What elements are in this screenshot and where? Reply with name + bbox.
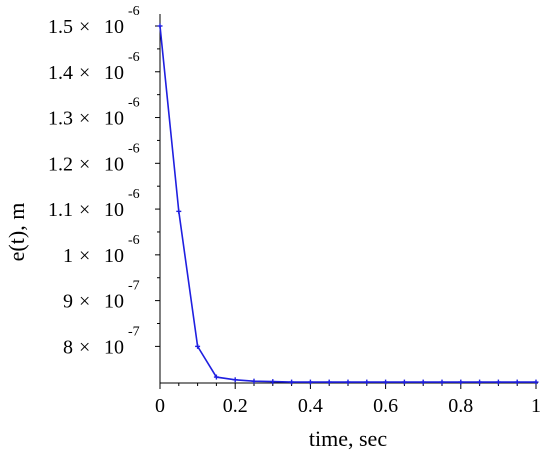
y-tick-times: × [79, 199, 90, 221]
data-point [213, 374, 219, 380]
y-tick-base: 10 [104, 245, 124, 267]
x-tick-label: 0.4 [298, 395, 323, 417]
data-point [195, 343, 201, 349]
y-tick-exponent: -6 [128, 4, 140, 19]
data-point [364, 379, 370, 385]
y-tick-mantissa: 1.3 [48, 108, 73, 130]
y-tick-times: × [79, 153, 90, 175]
x-tick-label: 0.8 [448, 395, 473, 417]
y-tick-base: 10 [104, 16, 124, 38]
y-tick-mantissa: 1.5 [48, 16, 73, 38]
y-tick-times: × [79, 62, 90, 84]
series-line [159, 25, 536, 383]
y-tick-base: 10 [104, 336, 124, 358]
y-tick-times: × [79, 245, 90, 267]
y-tick-label: 1.1 × 10 -6 [48, 187, 140, 221]
y-tick-label: 8 × 10 -7 [63, 324, 140, 358]
y-tick-mantissa: 1.4 [48, 62, 73, 84]
data-point [251, 378, 257, 384]
y-tick-base: 10 [104, 108, 124, 130]
data-point [289, 379, 295, 385]
x-tick-label: 0 [155, 395, 165, 417]
y-tick-times: × [79, 16, 90, 38]
y-tick-exponent: -6 [128, 233, 140, 248]
x-tick-label: 0.6 [373, 395, 398, 417]
y-tick-base: 10 [104, 62, 124, 84]
data-point [458, 379, 464, 385]
x-tick-label: 0.2 [223, 395, 248, 417]
y-tick-base: 10 [104, 153, 124, 175]
y-tick-mantissa: 8 [63, 336, 73, 358]
data-point [345, 379, 351, 385]
data-point [439, 379, 445, 385]
x-axis-label: time, sec [309, 426, 387, 451]
y-tick-times: × [79, 291, 90, 313]
y-tick-label: 1.5 × 10 -6 [48, 4, 140, 38]
y-tick-times: × [79, 108, 90, 130]
series-layer [157, 23, 539, 385]
y-axis-label: e(t), m [4, 203, 29, 262]
y-tick-exponent: -6 [128, 50, 140, 65]
y-tick-exponent: -6 [128, 141, 140, 156]
y-tick-mantissa: 1.2 [48, 153, 73, 175]
data-point [307, 379, 313, 385]
y-tick-label: 1.2 × 10 -6 [48, 141, 140, 175]
y-tick-label: 1.4 × 10 -6 [48, 50, 140, 84]
data-point [176, 208, 182, 214]
y-tick-base: 10 [104, 291, 124, 313]
y-tick-exponent: -6 [128, 187, 140, 202]
y-tick-exponent: -7 [128, 324, 140, 339]
data-point [270, 379, 276, 385]
y-tick-label: 1.3 × 10 -6 [48, 96, 140, 130]
data-point [157, 23, 163, 29]
data-point [401, 379, 407, 385]
y-tick-label: 1 × 10 -6 [63, 233, 140, 267]
y-tick-times: × [79, 336, 90, 358]
data-point [326, 379, 332, 385]
labels: 0 0.2 0.4 0.6 0.8 11.5 × 10-61.4 × 10-61.3 × 10-61.… [48, 4, 541, 417]
x-tick-label: 1 [531, 395, 541, 417]
data-point [533, 379, 539, 385]
data-point [514, 379, 520, 385]
data-point [420, 379, 426, 385]
y-tick-mantissa: 1 [63, 245, 73, 267]
y-tick-exponent: -7 [128, 279, 140, 294]
data-point [495, 379, 501, 385]
y-tick-exponent: -6 [128, 96, 140, 111]
data-point [477, 379, 483, 385]
y-tick-label: 9 × 10 -7 [63, 279, 140, 313]
data-point [232, 377, 238, 383]
axes [155, 14, 538, 389]
y-tick-mantissa: 1.1 [48, 199, 73, 221]
data-point [383, 379, 389, 385]
y-tick-mantissa: 9 [63, 291, 73, 313]
y-tick-base: 10 [104, 199, 124, 221]
